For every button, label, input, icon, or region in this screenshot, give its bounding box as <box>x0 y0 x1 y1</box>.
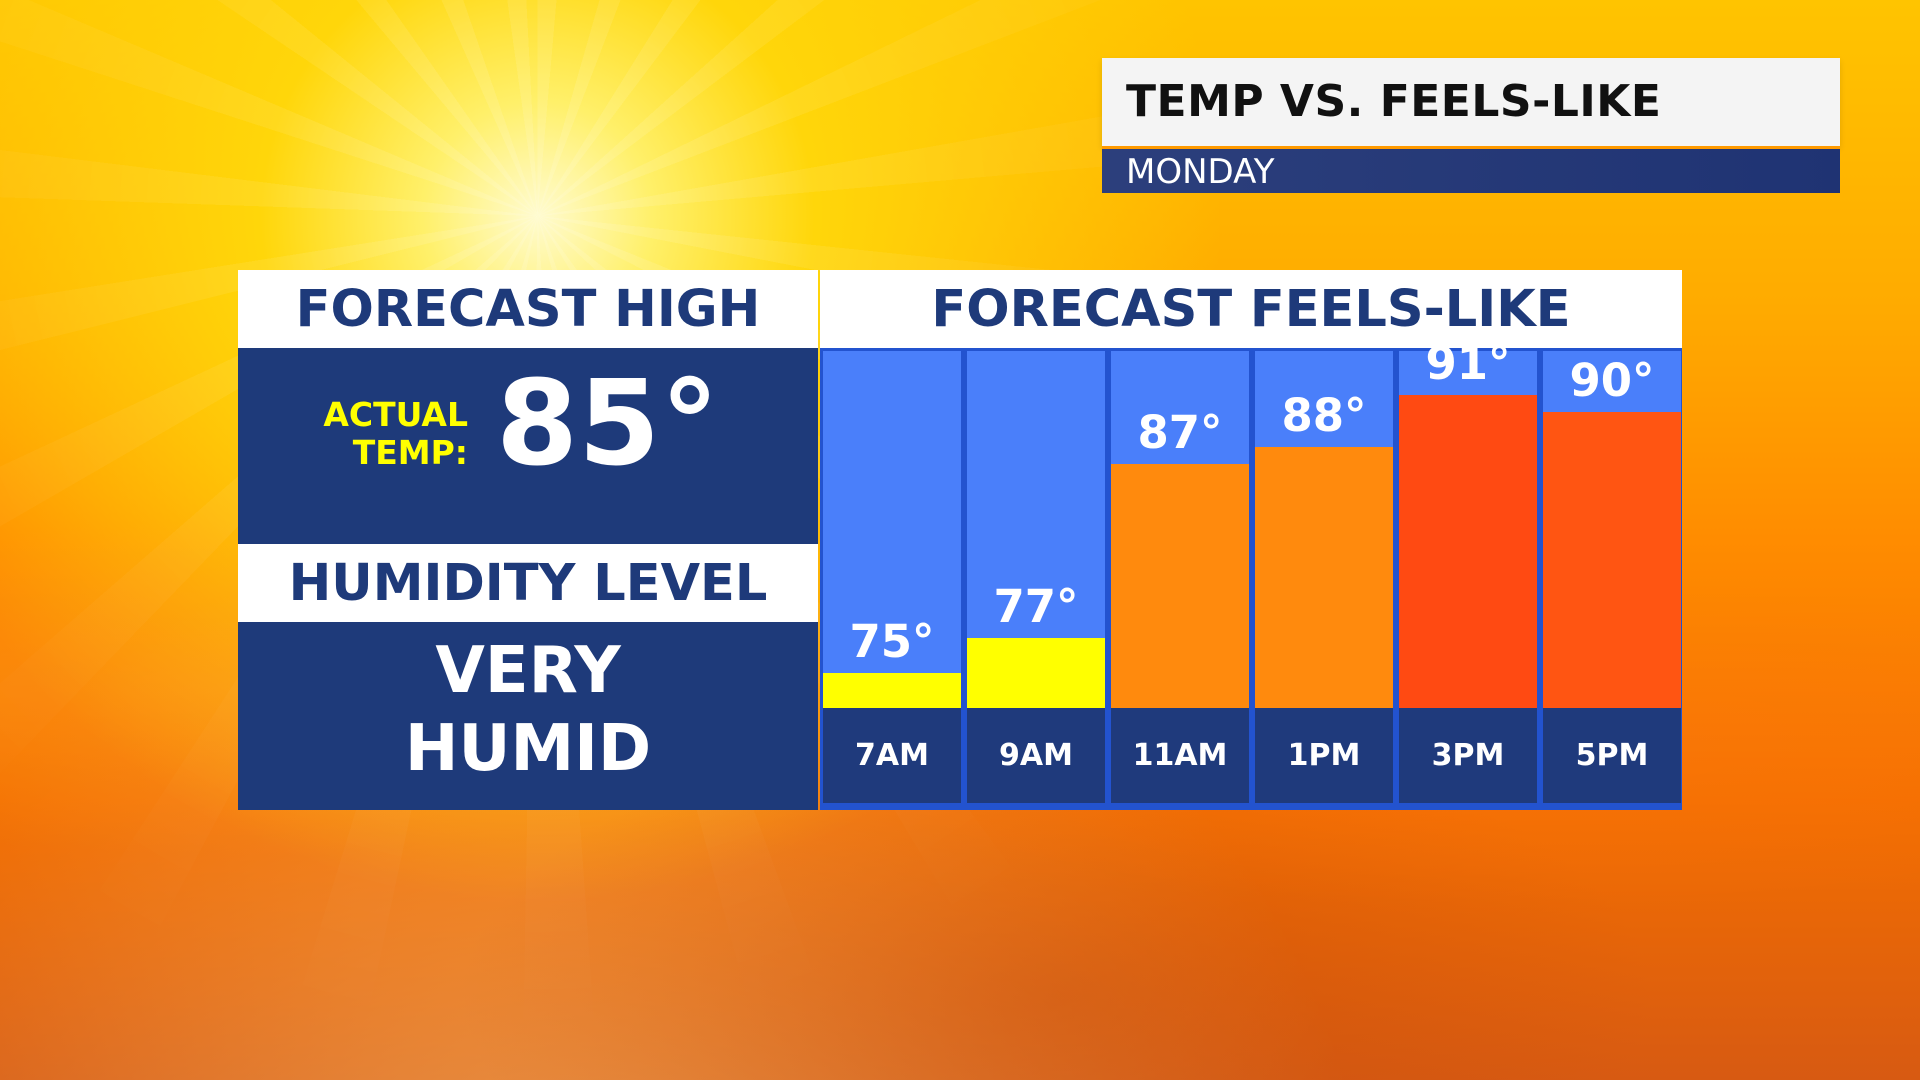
actual-temp-label: ACTUAL TEMP: <box>323 395 468 472</box>
feels-like-bar <box>823 673 961 708</box>
time-label: 9AM <box>967 708 1105 803</box>
bar-value-label: 91° <box>1425 336 1511 390</box>
day-subtitle: MONDAY <box>1126 152 1275 192</box>
feels-like-bar <box>1543 411 1681 708</box>
bar-column-7am: 75° 7AM <box>823 348 961 803</box>
bar-value-label: 90° <box>1569 353 1655 407</box>
bar-value-label: 88° <box>1281 388 1367 442</box>
bar-value-label: 75° <box>849 615 935 669</box>
time-label: 3PM <box>1399 708 1537 803</box>
bar-background <box>823 351 961 708</box>
bar-value-label: 77° <box>993 580 1079 634</box>
bar-column-9am: 77° 9AM <box>967 348 1105 803</box>
humidity-value: VERY HUMID <box>404 634 652 786</box>
bar-column-1pm: 88° 1PM <box>1255 348 1393 803</box>
humidity-heading: HUMIDITY LEVEL <box>238 544 818 622</box>
bar-column-3pm: 91° 3PM <box>1399 338 1537 803</box>
forecast-high-heading: FORECAST HIGH <box>238 270 818 348</box>
actual-temp-value: 85° <box>496 354 720 492</box>
graphic-title: TEMP VS. FEELS-LIKE <box>1126 76 1662 127</box>
feels-like-bar <box>1399 394 1537 708</box>
forecast-high-panel: FORECAST HIGH ACTUAL TEMP: 85° HUMIDITY … <box>238 270 818 810</box>
bar-value-label: 87° <box>1137 406 1223 460</box>
time-label: 1PM <box>1255 708 1393 803</box>
actual-temp-box: ACTUAL TEMP: 85° <box>238 348 818 544</box>
time-label: 11AM <box>1111 708 1249 803</box>
bar-column-5pm: 90° 5PM <box>1543 348 1681 803</box>
feels-like-chart: FORECAST FEELS-LIKE 75° 7AM 77° 9AM 87° 11AM 8… <box>820 270 1682 810</box>
feels-like-bar <box>1111 464 1249 708</box>
feels-like-bar <box>1255 446 1393 708</box>
bars-area: 75° 7AM 77° 9AM 87° 11AM 88° 1PM 91° 3PM 90° 5PM <box>820 338 1682 810</box>
humidity-box: VERY HUMID <box>238 622 818 810</box>
subtitle-box: MONDAY <box>1102 146 1840 193</box>
bar-column-11am: 87° 11AM <box>1111 348 1249 803</box>
time-label: 5PM <box>1543 708 1681 803</box>
title-box: TEMP VS. FEELS-LIKE <box>1102 58 1840 146</box>
chart-title: FORECAST FEELS-LIKE <box>820 270 1682 348</box>
feels-like-bar <box>967 638 1105 708</box>
time-label: 7AM <box>823 708 961 803</box>
